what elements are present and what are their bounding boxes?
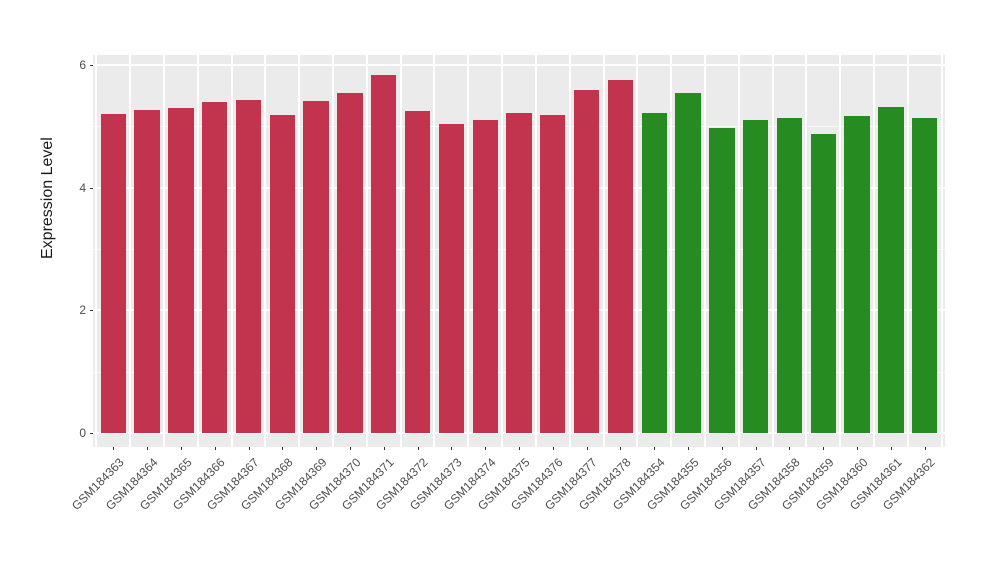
bar-GSM184356: [709, 127, 735, 433]
bar-GSM184378: [607, 80, 634, 433]
x-tick: [248, 447, 250, 450]
gridline-vertical: [433, 55, 436, 447]
gridline-vertical: [906, 55, 909, 447]
y-tick-label: 4: [79, 180, 86, 195]
plot-panel: [93, 55, 945, 447]
bar-GSM184371: [371, 74, 397, 433]
x-tick: [113, 447, 115, 450]
x-tick: [654, 447, 656, 450]
gridline-vertical: [940, 55, 943, 447]
y-tick-label: 0: [79, 426, 86, 440]
x-tick: [789, 447, 791, 450]
x-tick: [519, 447, 520, 450]
bar-GSM184362: [912, 117, 938, 433]
bar-GSM184376: [540, 115, 566, 433]
gridline-vertical: [602, 55, 605, 447]
x-tick: [857, 447, 859, 450]
gridline-vertical: [332, 55, 335, 447]
x-tick: [552, 447, 554, 450]
gridline-vertical: [805, 55, 808, 447]
x-tick: [282, 447, 284, 450]
x-tick: [620, 447, 622, 450]
y-tick: [90, 65, 93, 66]
y-tick-label: 2: [79, 303, 86, 318]
gridline-vertical: [501, 55, 504, 447]
y-tick: [90, 310, 93, 312]
bar-GSM184372: [404, 111, 431, 433]
bar-GSM184363: [100, 114, 126, 433]
gridline-vertical: [467, 55, 470, 447]
bar-GSM184377: [573, 89, 600, 433]
bar-GSM184367: [235, 99, 262, 433]
bar-GSM184364: [134, 110, 160, 433]
bar-GSM184360: [844, 115, 870, 433]
x-tick: [180, 447, 182, 450]
bar-GSM184357: [742, 120, 769, 433]
y-axis-title: Expression Level: [39, 137, 57, 259]
x-tick: [147, 447, 149, 450]
gridline-vertical: [568, 55, 571, 447]
bar-GSM184354: [641, 113, 667, 433]
gridline-vertical: [196, 55, 199, 447]
bar-GSM184358: [776, 118, 803, 433]
x-tick: [451, 447, 453, 450]
gridline-vertical: [129, 55, 132, 447]
gridline-vertical: [230, 55, 233, 447]
x-tick: [755, 447, 757, 450]
x-tick: [485, 447, 487, 450]
bar-GSM184370: [337, 93, 363, 433]
gridline-vertical: [399, 55, 402, 447]
bar-GSM184366: [202, 102, 228, 433]
x-tick: [924, 447, 926, 450]
x-tick: [721, 447, 723, 450]
bar-GSM184369: [303, 101, 329, 433]
gridline-major: [93, 64, 945, 66]
gridline-vertical: [771, 55, 774, 447]
gridline-vertical: [636, 55, 639, 447]
bar-GSM184373: [438, 123, 465, 433]
y-axis-title-text: Expression Level: [39, 137, 56, 259]
gridline-vertical: [264, 55, 267, 447]
y-tick: [90, 187, 93, 189]
bar-GSM184355: [675, 93, 701, 433]
gridline-vertical: [365, 55, 368, 447]
x-tick: [316, 447, 318, 450]
gridline-vertical: [839, 55, 842, 447]
bar-GSM184365: [168, 107, 194, 433]
x-tick: [417, 447, 419, 450]
y-tick-label: 6: [79, 58, 86, 72]
gridline-vertical: [95, 55, 98, 447]
x-tick: [890, 447, 892, 450]
bar-GSM184361: [878, 107, 904, 433]
gridline-vertical: [873, 55, 875, 447]
gridline-vertical: [703, 55, 706, 447]
bar-GSM184375: [506, 112, 532, 433]
x-tick: [349, 447, 351, 450]
gridline-vertical: [298, 55, 301, 447]
bar-GSM184359: [810, 133, 836, 433]
gridline-vertical: [737, 55, 740, 447]
x-tick: [688, 447, 690, 450]
y-tick: [90, 433, 93, 434]
x-tick: [586, 447, 588, 450]
bar-GSM184374: [472, 120, 498, 433]
bar-GSM184368: [269, 114, 295, 433]
gridline-major: [93, 432, 945, 434]
x-tick: [383, 447, 385, 450]
gridline-vertical: [670, 55, 673, 447]
gridline-vertical: [163, 55, 165, 447]
x-tick: [823, 447, 825, 450]
x-tick: [214, 447, 216, 450]
gridline-vertical: [534, 55, 537, 447]
